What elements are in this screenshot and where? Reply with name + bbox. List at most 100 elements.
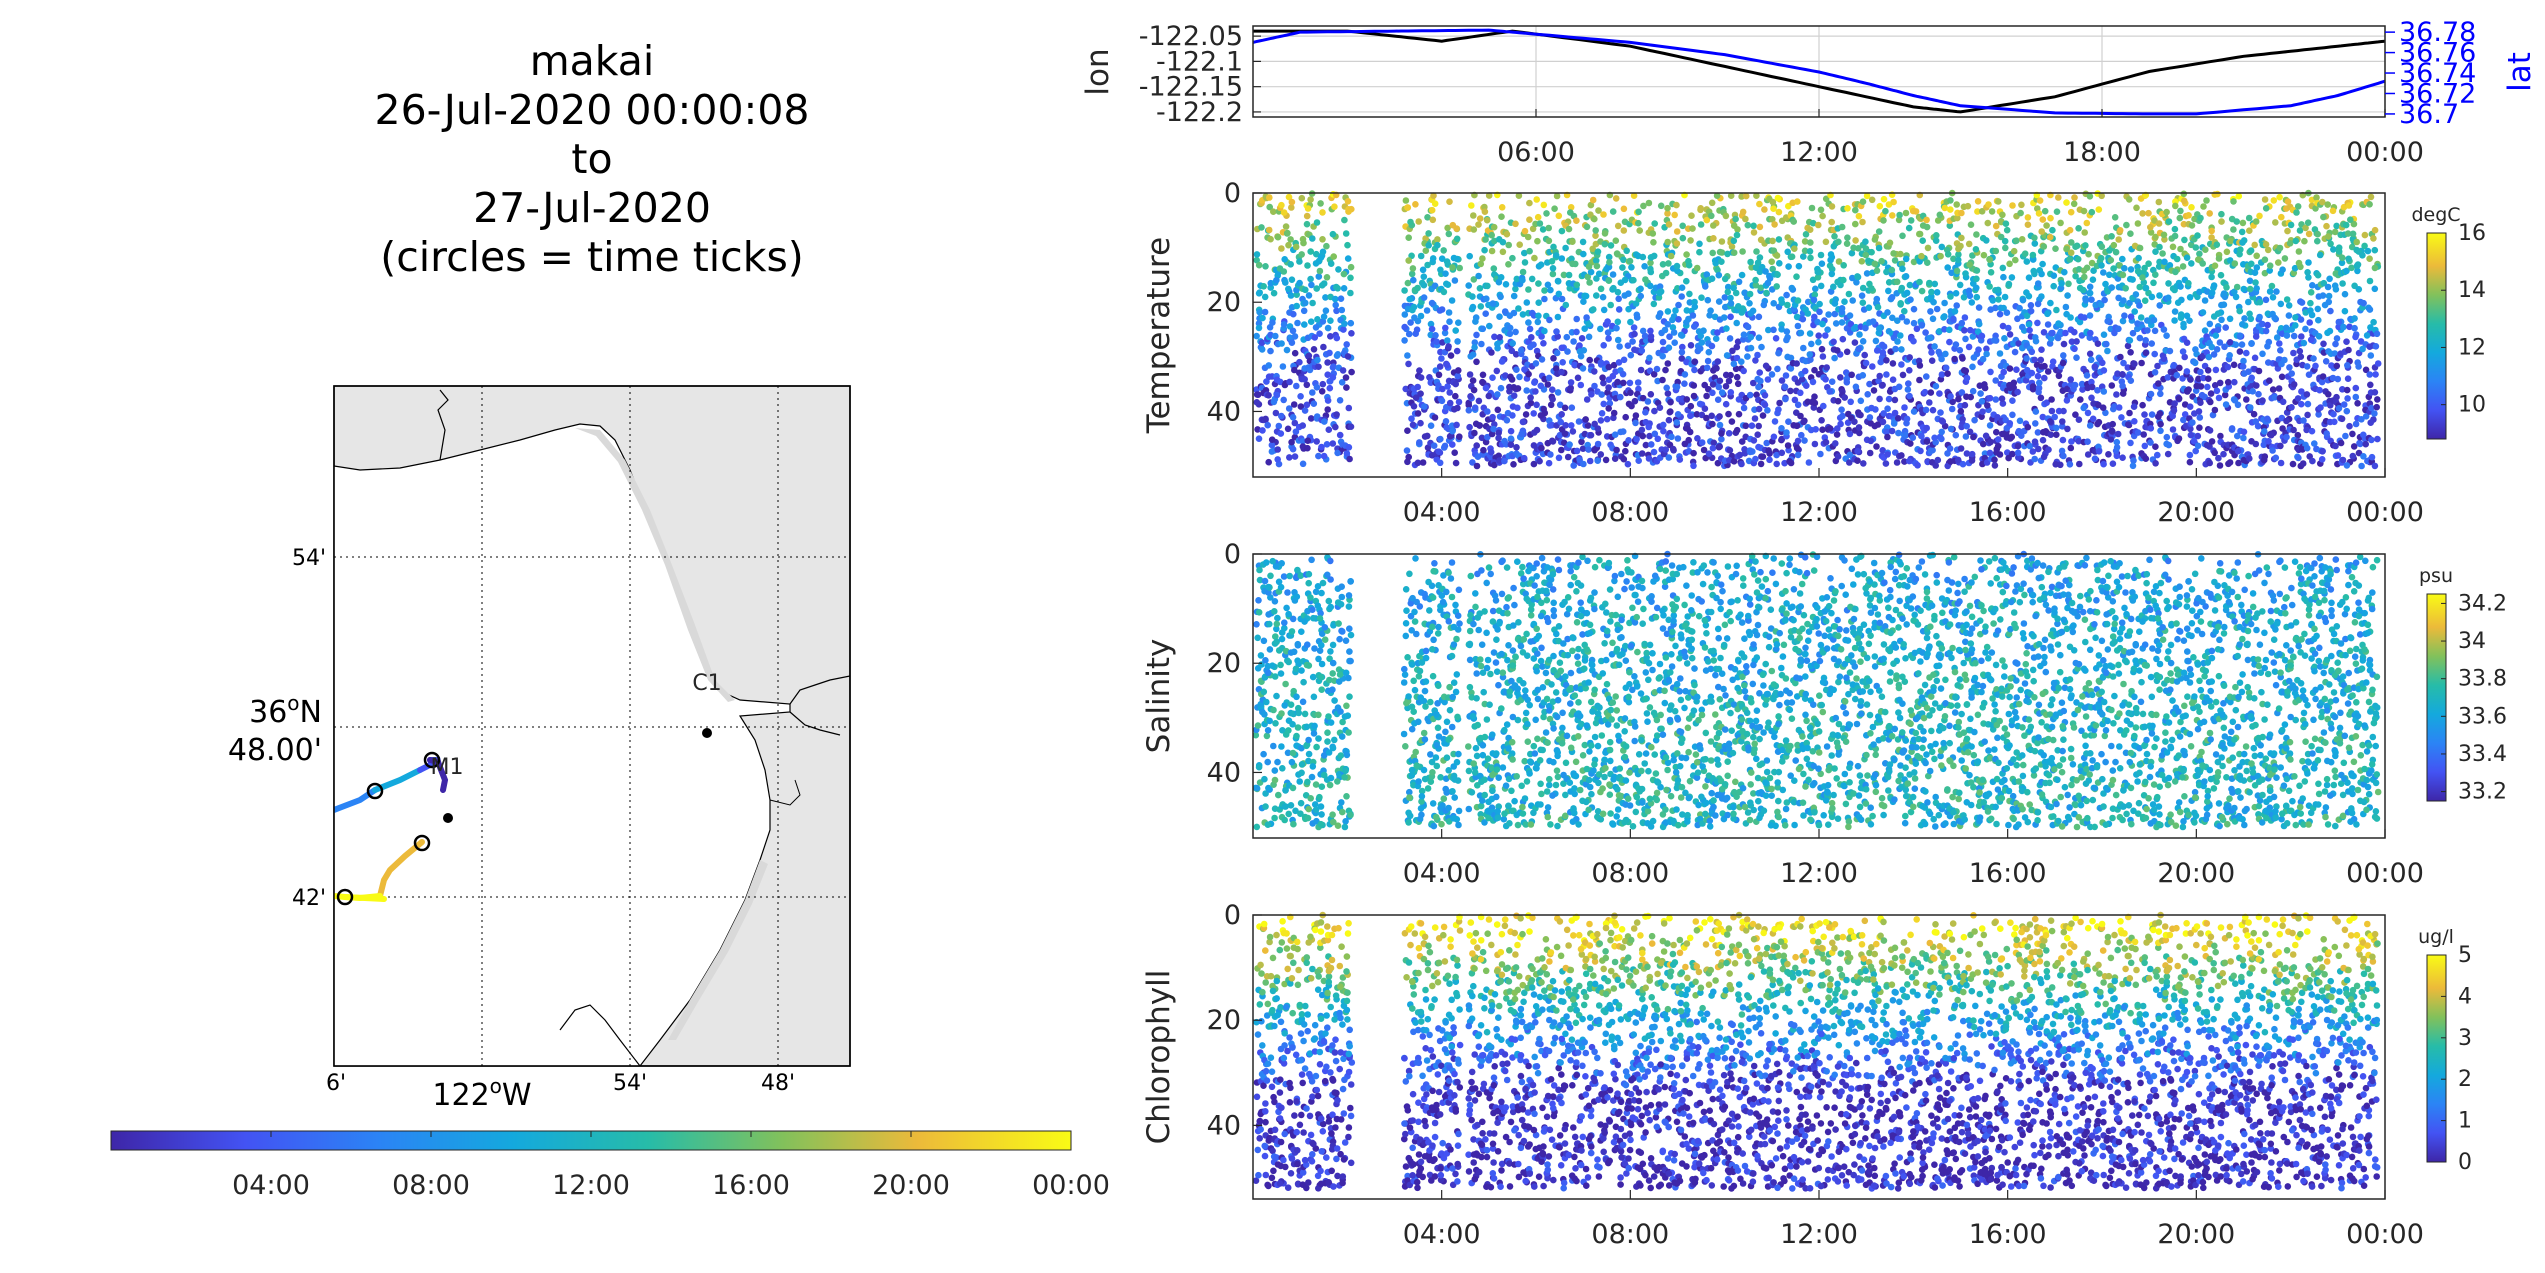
temperature-point (1620, 379, 1627, 387)
temperature-point (2136, 334, 2144, 342)
temperature-point (2319, 448, 2326, 455)
temperature-point (1292, 243, 1300, 251)
temperature-point (1768, 371, 1776, 378)
temperature-point (1828, 203, 1836, 210)
temperature-colorbar-tick-label: 16 (2458, 221, 2486, 246)
temperature-xtick-label: 20:00 (2157, 497, 2235, 528)
temperature-point (1467, 393, 1474, 400)
temperature-point (1559, 359, 1566, 366)
temperature-point (1671, 339, 1678, 347)
temperature-point (2295, 454, 2302, 462)
temperature-point (1884, 433, 1891, 441)
temperature-point (1286, 454, 1293, 461)
temperature-point (1532, 388, 1539, 395)
temperature-point (1828, 270, 1836, 278)
time-colorbar-tick-label: 12:00 (552, 1170, 630, 1201)
temperature-point (1740, 367, 1747, 375)
temperature-point (1259, 427, 1266, 434)
temperature-point (2320, 213, 2327, 221)
temperature-point (1264, 421, 1271, 429)
temperature-point (1856, 331, 1863, 338)
temperature-point (2374, 396, 2381, 403)
temperature-point (2183, 368, 2191, 375)
temperature-ylabel: Temperature (1141, 237, 1177, 434)
temperature-point (2324, 201, 2331, 208)
temperature-point (1878, 257, 1885, 265)
temperature-point (2241, 315, 2248, 322)
temperature-point (1910, 305, 1918, 313)
salinity-point (1263, 698, 1270, 706)
temperature-point (1876, 372, 1883, 380)
temperature-point (1453, 225, 1460, 232)
temperature-point (1444, 383, 1451, 390)
temperature-point (1484, 433, 1491, 441)
temperature-point (2211, 406, 2219, 414)
temperature-point (2283, 332, 2291, 339)
temperature-point (2289, 460, 2297, 468)
temperature-point (1569, 428, 1577, 435)
temperature-point (2136, 244, 2144, 252)
temperature-point (1831, 233, 1838, 240)
temperature-point (1401, 337, 1408, 344)
temperature-point (1966, 292, 1974, 300)
temperature-point (1961, 401, 1969, 409)
temperature-point (1547, 286, 1554, 294)
temperature-point (1428, 206, 1436, 214)
temperature-point (2111, 214, 2119, 221)
temperature-point (2333, 362, 2341, 370)
temperature-point (1876, 395, 1883, 403)
temperature-point (2040, 453, 2048, 461)
temperature-point (2031, 240, 2039, 247)
temperature-point (1710, 235, 1717, 242)
temperature-point (1526, 216, 1533, 223)
temperature-point (2283, 417, 2290, 425)
temperature-point (1341, 216, 1348, 224)
temperature-point (1782, 372, 1790, 379)
temperature-point (1885, 395, 1893, 403)
temperature-point (2246, 285, 2254, 293)
salinity-point (1260, 637, 1268, 645)
temperature-point (1811, 399, 1819, 407)
temperature-point (2081, 273, 2088, 281)
temperature-point (1546, 316, 1553, 324)
temperature-point (1262, 263, 1269, 270)
temperature-point (1858, 292, 1866, 300)
temperature-point (1774, 365, 1781, 373)
temperature-point (1970, 354, 1978, 361)
temperature-point (1665, 221, 1673, 228)
temperature-point (1822, 438, 1830, 446)
temperature-point (2298, 333, 2305, 340)
temperature-point (1614, 336, 1622, 344)
temperature-point (1840, 276, 1847, 284)
temperature-point (1746, 290, 1754, 298)
temperature-point (1541, 409, 1549, 417)
temperature-point (2119, 271, 2127, 279)
temperature-point (1738, 271, 1746, 279)
salinity-point (1290, 648, 1298, 656)
temperature-point (1305, 352, 1313, 360)
temperature-point (2044, 368, 2052, 375)
temperature-point (1409, 421, 1417, 429)
temperature-point (1969, 387, 1977, 395)
temperature-point (1620, 227, 1628, 234)
temperature-point (1287, 292, 1295, 299)
temperature-point (1869, 318, 1877, 325)
temperature-point (2129, 276, 2136, 283)
temperature-point (1956, 346, 1964, 354)
temperature-point (2115, 325, 2122, 333)
temperature-point (1673, 262, 1681, 270)
temperature-point (2045, 446, 2052, 454)
temperature-point (1967, 393, 1974, 401)
salinity-point (1304, 778, 1311, 786)
temperature-point (1953, 267, 1961, 275)
temperature-point (1424, 214, 1431, 221)
temperature-point (1334, 285, 1341, 292)
temperature-point (1614, 318, 1622, 326)
temperature-point (1950, 315, 1957, 323)
temperature-point (1629, 338, 1636, 345)
temperature-point (1313, 250, 1320, 258)
temperature-point (2251, 354, 2259, 362)
temperature-point (2333, 335, 2341, 342)
temperature-point (1324, 359, 1331, 366)
temperature-point (2364, 247, 2372, 255)
